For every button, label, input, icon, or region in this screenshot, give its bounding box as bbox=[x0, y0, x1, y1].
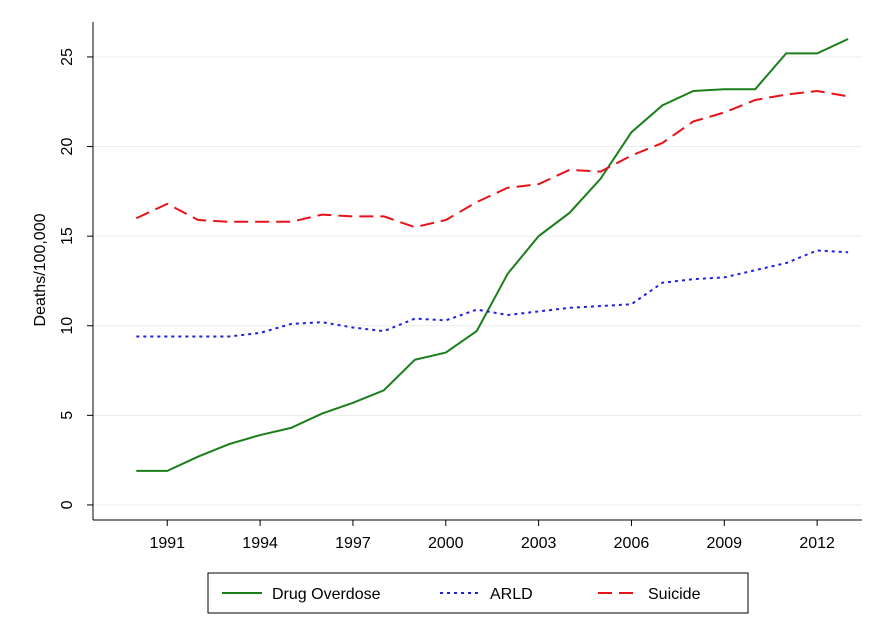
legend-label: Drug Overdose bbox=[272, 586, 381, 603]
y-tick-label: 15 bbox=[59, 227, 76, 245]
series-line bbox=[136, 249, 849, 338]
legend-label: ARLD bbox=[490, 586, 533, 603]
x-tick-label: 2000 bbox=[428, 535, 464, 552]
series-line bbox=[135, 89, 849, 229]
x-tick-label: 2003 bbox=[521, 535, 557, 552]
y-axis-label: Deaths/100,000 bbox=[32, 213, 49, 326]
x-tick-label: 1997 bbox=[335, 535, 371, 552]
legend-label: Suicide bbox=[648, 586, 701, 603]
x-tick-label: 2006 bbox=[614, 535, 650, 552]
y-tick-label: 20 bbox=[59, 138, 76, 156]
y-tick-label: 10 bbox=[59, 317, 76, 335]
x-tick-label: 2012 bbox=[799, 535, 835, 552]
y-tick-label: 25 bbox=[59, 48, 76, 66]
x-tick-label: 2009 bbox=[706, 535, 742, 552]
x-tick-label: 1994 bbox=[242, 535, 278, 552]
y-tick-label: 5 bbox=[59, 411, 76, 420]
y-tick-label: 0 bbox=[59, 500, 76, 509]
x-tick-label: 1991 bbox=[149, 535, 185, 552]
series-line bbox=[136, 38, 849, 472]
